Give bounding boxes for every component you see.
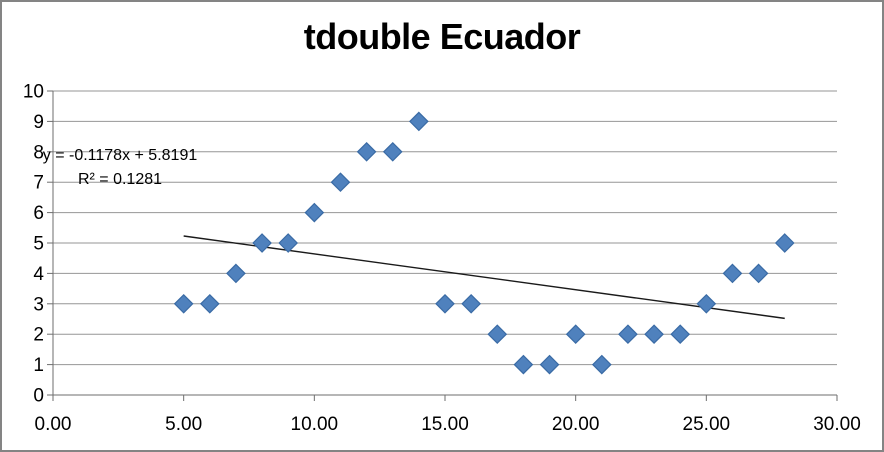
y-tick-label: 0 <box>33 386 44 407</box>
data-point-marker[interactable] <box>696 293 717 314</box>
data-point-marker[interactable] <box>173 293 194 314</box>
trendline-r2-text: R² = 0.1281 <box>77 171 163 188</box>
y-tick-label: 10 <box>23 82 44 103</box>
y-tick-label: 5 <box>33 234 44 255</box>
data-point-marker[interactable] <box>774 233 795 253</box>
x-tick-label: 20.00 <box>552 414 600 435</box>
y-tick-label: 2 <box>33 325 44 346</box>
y-tick-label: 6 <box>33 203 44 224</box>
data-point-marker[interactable] <box>356 141 377 162</box>
data-point-marker[interactable] <box>591 354 612 375</box>
data-point-marker[interactable] <box>278 233 299 253</box>
data-point-marker[interactable] <box>722 263 743 284</box>
data-point-marker[interactable] <box>252 233 272 253</box>
x-tick-label: 25.00 <box>683 414 731 435</box>
x-tick-label: 30.00 <box>813 414 861 435</box>
trendline-label-group[interactable]: y = -0.1178x + 5.8191 R² = 0.1281 <box>18 144 222 192</box>
y-tick-label: 9 <box>33 112 44 133</box>
data-point-marker[interactable] <box>565 324 586 345</box>
data-point-marker[interactable] <box>409 111 429 132</box>
y-tick-label: 8 <box>33 142 44 163</box>
trendline[interactable] <box>183 235 785 320</box>
y-tick-label: 1 <box>33 355 44 376</box>
data-point-marker[interactable] <box>513 354 534 375</box>
data-point-marker[interactable] <box>199 293 220 314</box>
data-point-marker[interactable] <box>487 324 508 345</box>
y-tick-label: 4 <box>33 264 44 285</box>
chart-title[interactable]: tdouble Ecuador <box>303 16 581 57</box>
data-point-marker[interactable] <box>226 263 246 284</box>
x-tick-label: 15.00 <box>421 414 469 435</box>
y-tick-label: 3 <box>33 294 44 315</box>
data-point-marker[interactable] <box>670 324 691 345</box>
trendline-equation-text: y = -0.1178x + 5.8191 <box>42 147 198 164</box>
y-tick-label: 7 <box>33 173 44 194</box>
data-point-marker[interactable] <box>435 293 455 314</box>
data-point-marker[interactable] <box>618 324 638 345</box>
data-point-marker[interactable] <box>382 141 403 162</box>
data-point-marker[interactable] <box>330 172 351 193</box>
data-point-marker[interactable] <box>644 324 664 345</box>
x-tick-label: 10.00 <box>291 414 339 435</box>
x-tick-label: 0.00 <box>35 414 72 435</box>
data-point-marker[interactable] <box>539 354 560 375</box>
data-point-marker[interactable] <box>304 202 325 223</box>
data-point-marker[interactable] <box>748 263 769 284</box>
data-point-marker[interactable] <box>461 293 481 314</box>
x-tick-label: 5.00 <box>165 414 202 435</box>
